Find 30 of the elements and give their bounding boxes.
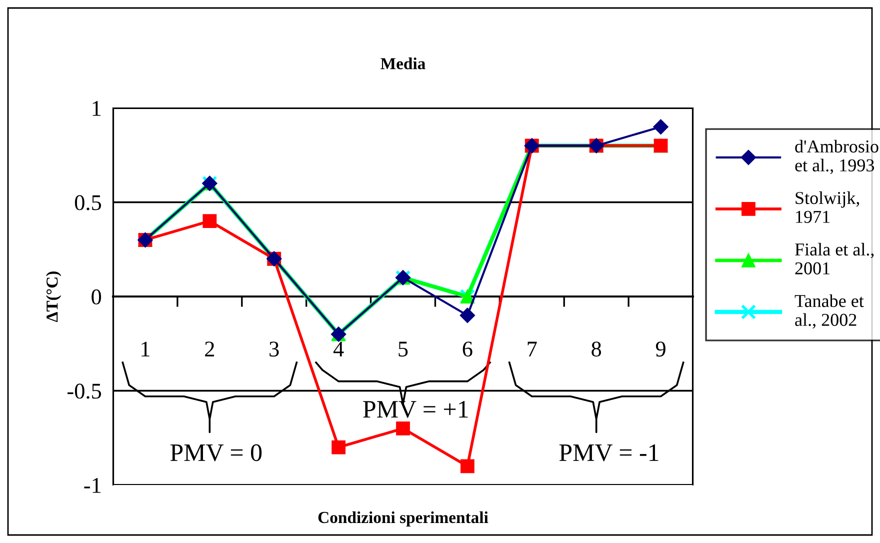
x-axis-title: Condizioni sperimentali xyxy=(318,511,488,527)
point xyxy=(332,440,346,454)
annotation: PMV = -1 xyxy=(559,444,658,462)
y-axis-title: ΔT(°C) xyxy=(46,272,62,322)
legend-label: d'Ambrosio et al., 1993 xyxy=(795,140,878,174)
legend-label: Fiala et al., 2001 xyxy=(795,242,874,274)
y-tick-label: 0 xyxy=(92,289,102,304)
point xyxy=(202,214,217,228)
x-tick-label: 2 xyxy=(205,342,214,356)
point xyxy=(653,119,668,134)
x-tick-label: 4 xyxy=(333,342,344,356)
chart-title: Media xyxy=(380,58,426,70)
x-tick-label: 1 xyxy=(142,342,150,356)
y-tick-label: 0.5 xyxy=(74,195,102,210)
point xyxy=(460,459,474,474)
legend-label: Stolwijk, 1971 xyxy=(796,191,860,223)
x-tick-label: 9 xyxy=(656,342,666,357)
point xyxy=(460,308,476,323)
x-tick-label: 5 xyxy=(398,342,408,357)
y-tick-label: -1 xyxy=(84,478,101,493)
x-tick-label: 8 xyxy=(592,342,602,357)
y-tick-label: -0.5 xyxy=(68,384,102,399)
x-tick-label: 3 xyxy=(270,342,279,357)
point xyxy=(396,422,410,436)
y-tick-label: 1 xyxy=(92,101,101,116)
annotation: PMV = +1 xyxy=(363,400,468,418)
legend-label: Tanabe et al., 2002 xyxy=(794,294,864,329)
annotation: PMV = 0 xyxy=(170,444,262,462)
x-tick-label: 7 xyxy=(528,342,537,356)
x-tick-label: 6 xyxy=(462,342,472,357)
